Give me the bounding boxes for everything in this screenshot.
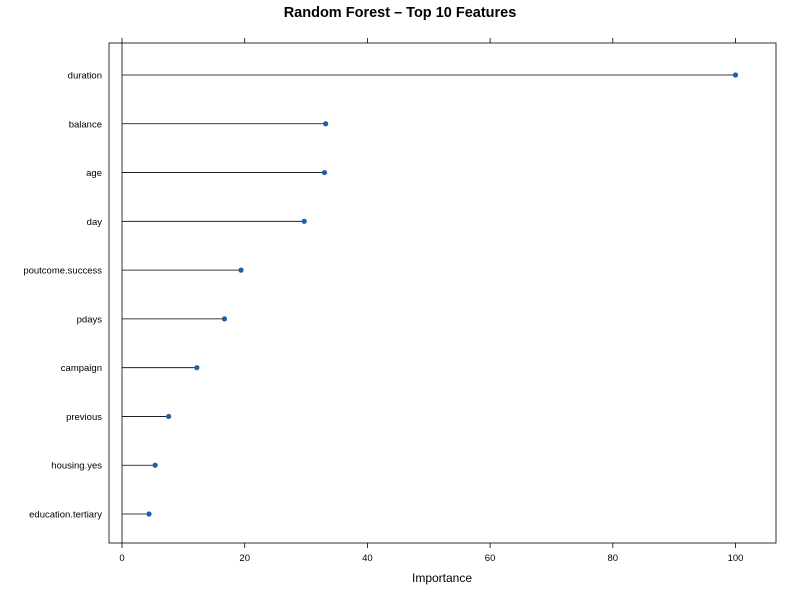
- x-tick-label-100: 100: [728, 553, 744, 564]
- x-tick-label-20: 20: [239, 553, 250, 564]
- lollipop-stems: [122, 74, 736, 515]
- bottom-axis-ticks: [121, 543, 736, 548]
- category-label-housing-yes: housing.yes: [51, 461, 102, 472]
- point-pdays: [221, 316, 228, 322]
- top-axis-ticks: [121, 38, 736, 43]
- point-housing-yes: [152, 462, 158, 468]
- category-label-balance: balance: [69, 119, 102, 130]
- data-points: [146, 72, 739, 517]
- category-labels: duration balance age day poutcome.success pda…: [23, 71, 102, 521]
- category-label-pdays: pdays: [77, 314, 103, 325]
- x-tick-label-60: 60: [485, 553, 496, 564]
- point-education-tertiary: [146, 511, 152, 517]
- plot-frame: [108, 42, 777, 544]
- chart-title: Random Forest – Top 10 Features: [284, 5, 517, 21]
- category-label-previous: previous: [66, 412, 102, 423]
- x-tick-label-0: 0: [119, 553, 124, 564]
- category-label-duration: duration: [68, 71, 102, 82]
- category-label-education-tertiary: education.tertiary: [29, 510, 102, 521]
- point-campaign: [194, 365, 200, 371]
- category-label-campaign: campaign: [61, 363, 102, 374]
- category-label-day: day: [87, 217, 103, 228]
- x-tick-labels: 0 20 40 60 80 100: [119, 553, 743, 564]
- category-label-age: age: [86, 168, 102, 179]
- x-tick-label-80: 80: [608, 553, 619, 564]
- category-label-poutcome-success: poutcome.success: [23, 266, 102, 277]
- point-duration: [732, 72, 739, 78]
- point-day: [301, 218, 307, 224]
- x-tick-label-40: 40: [362, 553, 373, 564]
- point-previous: [166, 413, 172, 420]
- point-age: [321, 169, 328, 176]
- point-balance: [323, 121, 329, 127]
- point-poutcome-success: [238, 267, 244, 273]
- x-axis-title: Importance: [412, 571, 472, 585]
